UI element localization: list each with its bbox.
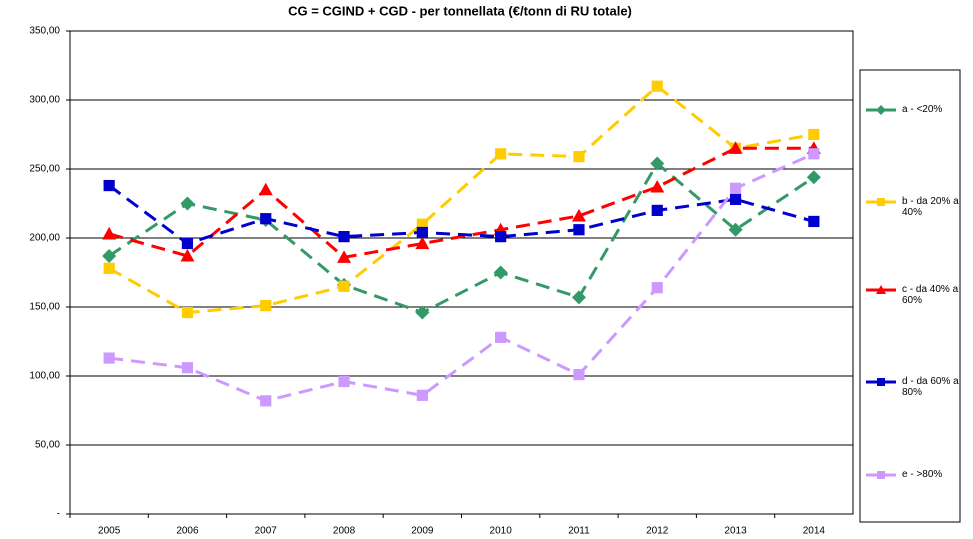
marker bbox=[650, 156, 665, 171]
legend-label: b - da 20% a 40% bbox=[902, 196, 959, 218]
marker bbox=[808, 215, 820, 228]
marker bbox=[571, 208, 586, 222]
marker bbox=[808, 128, 820, 141]
x-tick-label: 2014 bbox=[803, 526, 826, 537]
marker bbox=[180, 248, 195, 262]
marker bbox=[181, 237, 194, 250]
marker bbox=[181, 362, 194, 374]
x-tick-label: 2013 bbox=[724, 526, 747, 537]
marker bbox=[729, 182, 742, 194]
marker bbox=[877, 471, 885, 479]
marker bbox=[651, 80, 663, 92]
marker bbox=[495, 331, 507, 343]
series-line bbox=[108, 161, 815, 315]
marker bbox=[808, 148, 820, 160]
marker bbox=[260, 213, 272, 225]
marker bbox=[415, 236, 430, 250]
marker bbox=[338, 280, 350, 292]
legend-box bbox=[859, 69, 961, 523]
marker bbox=[573, 224, 585, 236]
marker bbox=[651, 282, 663, 294]
marker bbox=[571, 290, 586, 305]
marker bbox=[877, 198, 885, 206]
marker bbox=[416, 218, 428, 230]
marker bbox=[415, 305, 430, 320]
marker bbox=[180, 196, 195, 211]
x-tick-label: 2005 bbox=[98, 526, 121, 537]
series-line bbox=[108, 146, 814, 259]
marker bbox=[338, 375, 350, 388]
marker bbox=[258, 182, 273, 196]
marker bbox=[876, 285, 886, 294]
marker bbox=[102, 226, 117, 240]
marker bbox=[573, 369, 585, 381]
series-line bbox=[108, 184, 815, 246]
x-tick-label: 2010 bbox=[490, 526, 513, 537]
marker bbox=[728, 222, 743, 237]
y-tick-label: 250,00 bbox=[29, 164, 60, 175]
marker bbox=[416, 389, 428, 401]
marker bbox=[103, 179, 115, 192]
chart-title: CG = CGIND + CGD - per tonnellata (€/ton… bbox=[288, 3, 632, 18]
marker bbox=[495, 231, 507, 243]
marker bbox=[416, 226, 428, 239]
x-tick-label: 2006 bbox=[176, 526, 199, 537]
x-tick-label: 2007 bbox=[255, 526, 278, 537]
x-tick-label: 2011 bbox=[568, 526, 590, 537]
marker bbox=[876, 105, 886, 115]
y-tick-label: 50,00 bbox=[35, 440, 60, 451]
y-tick-label: 200,00 bbox=[29, 233, 60, 244]
x-tick-label: 2012 bbox=[646, 526, 669, 537]
marker bbox=[806, 170, 821, 185]
marker bbox=[493, 265, 508, 280]
legend-label: e - >80% bbox=[902, 469, 943, 480]
marker bbox=[103, 262, 115, 274]
marker bbox=[729, 193, 742, 205]
legend-label: c - da 40% a 60% bbox=[902, 284, 959, 306]
marker bbox=[260, 300, 272, 312]
y-tick-label: 350,00 bbox=[29, 26, 60, 37]
marker bbox=[495, 148, 507, 160]
y-tick-label: 100,00 bbox=[29, 371, 60, 382]
marker bbox=[260, 395, 272, 407]
marker bbox=[728, 141, 743, 154]
x-tick-label: 2008 bbox=[333, 526, 356, 537]
legend-label: a - <20% bbox=[902, 104, 943, 115]
marker bbox=[102, 248, 117, 263]
marker bbox=[103, 352, 115, 364]
y-tick-label: 300,00 bbox=[29, 95, 60, 106]
marker bbox=[651, 204, 663, 216]
y-tick-label: 150,00 bbox=[29, 302, 60, 313]
marker bbox=[650, 179, 665, 193]
marker bbox=[338, 231, 350, 243]
series-line bbox=[108, 84, 815, 315]
legend-label: d - da 60% a 80% bbox=[902, 376, 959, 398]
marker bbox=[337, 250, 352, 263]
y-tick-label: - bbox=[57, 509, 60, 520]
marker bbox=[181, 306, 194, 319]
plot-frame bbox=[69, 30, 854, 515]
marker bbox=[573, 150, 585, 163]
marker bbox=[877, 378, 885, 386]
x-tick-label: 2009 bbox=[411, 526, 434, 537]
series-line bbox=[108, 152, 815, 403]
